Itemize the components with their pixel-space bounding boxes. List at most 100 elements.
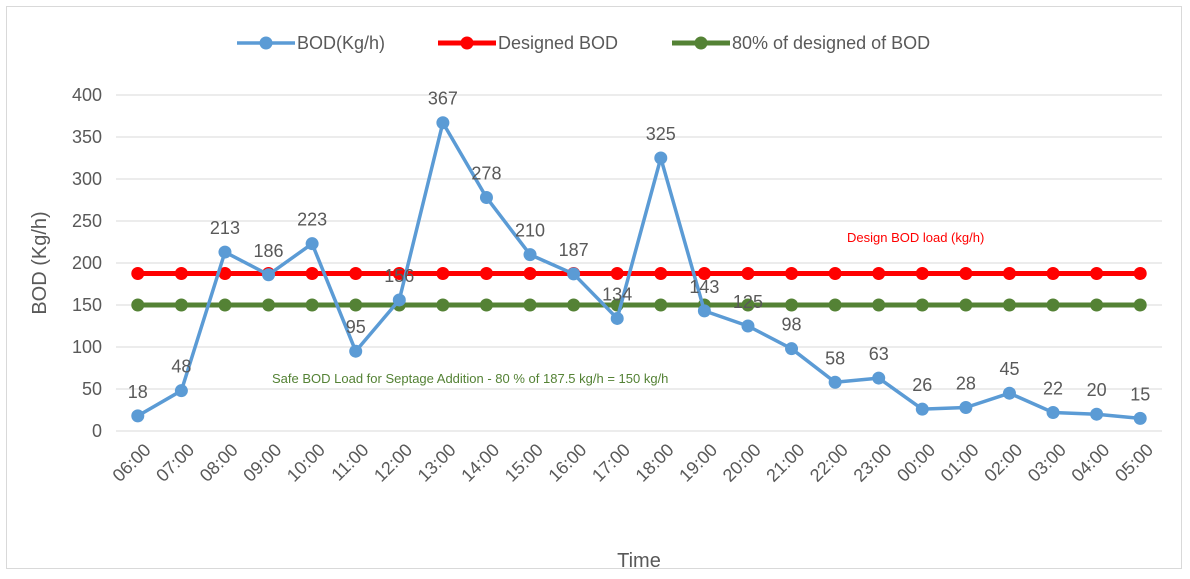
series-0-point (523, 248, 537, 262)
series-1-point (392, 267, 406, 280)
data-label: 210 (515, 221, 545, 241)
data-label: 26 (912, 375, 932, 395)
x-tick-label: 04:00 (1067, 440, 1113, 486)
x-tick-label: 09:00 (239, 440, 285, 486)
series-2-point (349, 298, 363, 312)
legend-label: 80% of designed of BOD (732, 33, 930, 53)
data-label: 48 (171, 357, 191, 377)
series-1-point (174, 267, 188, 280)
annotations: Design BOD load (kg/h) Safe BOD Load for… (272, 230, 984, 386)
series-0-point (479, 190, 493, 204)
y-tick-label: 200 (72, 253, 102, 273)
legend-swatch-marker (460, 36, 474, 50)
series-0-point (959, 400, 973, 414)
series-1-point (1002, 267, 1016, 280)
series-0-point (1090, 407, 1104, 421)
series-0-point (218, 245, 232, 259)
series-2-point (785, 298, 799, 312)
y-axis-title: BOD (Kg/h) (29, 211, 51, 314)
y-tick-label: 0 (92, 421, 102, 441)
design-bod-annotation: Design BOD load (kg/h) (847, 230, 984, 245)
y-tick-label: 250 (72, 211, 102, 231)
series-1-point (1090, 267, 1104, 280)
data-label: 95 (346, 317, 366, 337)
series-0-point (131, 409, 145, 423)
data-label: 63 (869, 344, 889, 364)
legend: BOD(Kg/h) Designed BOD 80% of designed of … (237, 33, 930, 53)
series-1-point (305, 267, 319, 280)
series-0-point (392, 293, 406, 307)
series-1-point (959, 267, 973, 280)
y-tick-labels: 0 50 100 150 200 250 300 350 400 (72, 85, 102, 441)
series-2-point (131, 298, 145, 312)
series-0-point (1133, 411, 1147, 425)
series-2-point (1046, 298, 1060, 312)
x-tick-label: 02:00 (980, 440, 1026, 486)
series-2-point (959, 298, 973, 312)
chart-frame (6, 6, 1182, 569)
x-tick-label: 22:00 (806, 440, 852, 486)
series-1-point (697, 267, 711, 280)
series-0-point (349, 344, 363, 358)
x-tick-label: 03:00 (1024, 440, 1070, 486)
data-label: 367 (428, 89, 458, 109)
y-tick-label: 100 (72, 337, 102, 357)
data-label: 143 (689, 277, 719, 297)
y-tick-label: 400 (72, 85, 102, 105)
legend-label: BOD(Kg/h) (297, 33, 385, 53)
data-label: 58 (825, 348, 845, 368)
series-1-point (785, 267, 799, 280)
series-1-point (523, 267, 537, 280)
series-0-point (1046, 406, 1060, 420)
data-label: 325 (646, 124, 676, 144)
series-2-point (828, 298, 842, 312)
series-0-point (174, 384, 188, 398)
legend-swatch-marker (694, 36, 708, 50)
data-label: 213 (210, 218, 240, 238)
series-1-point (828, 267, 842, 280)
series-0-point (697, 304, 711, 318)
x-axis-title: Time (617, 550, 661, 572)
gridlines (116, 94, 1162, 432)
series-2-point (479, 298, 493, 312)
x-tick-label: 13:00 (414, 440, 460, 486)
x-tick-label: 06:00 (109, 440, 155, 486)
data-label: 134 (602, 284, 632, 304)
x-tick-label: 10:00 (283, 440, 329, 486)
data-label: 186 (254, 241, 284, 261)
data-label: 15 (1130, 384, 1150, 404)
y-tick-label: 350 (72, 127, 102, 147)
series-0-point (305, 237, 319, 251)
series-1-point (610, 267, 624, 280)
series-0-point (436, 116, 450, 130)
x-tick-label: 21:00 (762, 440, 808, 486)
series-2-point (567, 298, 581, 312)
x-tick-label: 18:00 (632, 440, 678, 486)
data-label: 45 (999, 359, 1019, 379)
series-2-point (174, 298, 188, 312)
series-2-point (1133, 298, 1147, 312)
legend-swatch-marker (259, 36, 273, 50)
data-label: 98 (782, 315, 802, 335)
series-0-point (654, 151, 668, 165)
series-1-point (741, 267, 755, 280)
y-tick-label: 150 (72, 295, 102, 315)
x-tick-label: 01:00 (937, 440, 983, 486)
x-tick-label: 11:00 (327, 440, 372, 485)
series-2-point (523, 298, 537, 312)
x-tick-label: 23:00 (850, 440, 896, 486)
series-0-point (741, 319, 755, 333)
series-0-point (872, 371, 886, 385)
series-1-point (218, 267, 232, 280)
data-label: 156 (384, 266, 414, 286)
data-label: 18 (128, 382, 148, 402)
x-tick-label: 16:00 (544, 440, 590, 486)
series-0-point (610, 311, 624, 325)
x-tick-label: 19:00 (675, 440, 721, 486)
x-tick-labels: 06:0007:0008:0009:0010:0011:0012:0013:00… (109, 440, 1157, 486)
series-2-point (915, 298, 929, 312)
series-0-point (828, 375, 842, 389)
series-0-point (1002, 386, 1016, 400)
series-0-point (567, 267, 581, 281)
series-line-0 (136, 120, 1141, 421)
